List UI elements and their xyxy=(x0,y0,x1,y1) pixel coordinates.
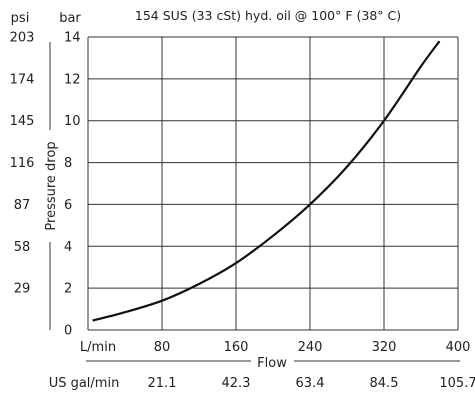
bar-tick-label: 12 xyxy=(64,72,81,87)
psi-tick-label: 203 xyxy=(10,31,35,46)
psi-tick-label: 29 xyxy=(14,282,31,297)
x-tick-label: 80 xyxy=(154,340,171,355)
gpm-tick-label: 21.1 xyxy=(148,376,177,391)
bar-tick-label: 14 xyxy=(64,31,81,46)
gpm-tick-label: 63.4 xyxy=(296,376,325,391)
x-tick-label: 160 xyxy=(224,340,249,355)
psi-tick-label: 58 xyxy=(14,240,31,255)
chart-title: 154 SUS (33 cSt) hyd. oil @ 100° F (38° … xyxy=(135,8,401,23)
x-tick-label: 240 xyxy=(298,340,323,355)
bar-tick-label: 6 xyxy=(64,198,72,213)
psi-tick-label: 145 xyxy=(10,114,35,129)
psi-tick-label: 87 xyxy=(14,198,31,213)
bar-tick-label: 4 xyxy=(64,240,72,255)
gpm-tick-label: 42.3 xyxy=(222,376,251,391)
bar-tick-label: 8 xyxy=(64,156,72,171)
psi-tick-label: 174 xyxy=(10,72,35,87)
gpm-tick-label: 84.5 xyxy=(370,376,399,391)
bar-tick-label: 2 xyxy=(64,282,72,297)
x-tick-label: 400 xyxy=(446,340,471,355)
gpm-tick-label: 105.7 xyxy=(439,376,475,391)
bar-tick-label: 0 xyxy=(64,324,72,339)
tick-labels: 0 2 4 6 8 10 12 14 29 58 87 116 145 174 203 80 160 240 320… xyxy=(10,31,475,392)
psi-tick-label: 116 xyxy=(10,156,35,171)
bar-tick-label: 10 xyxy=(64,114,81,129)
us-gal-label: US gal/min xyxy=(49,376,120,391)
y-axis-title: Pressure drop xyxy=(44,141,59,230)
grid xyxy=(87,36,459,331)
psi-unit-label: psi xyxy=(11,11,30,26)
pressure-drop-curve xyxy=(92,40,441,322)
x-tick-label: 320 xyxy=(372,340,397,355)
x-axis-title: Flow xyxy=(257,356,287,371)
bar-unit-label: bar xyxy=(59,11,81,26)
x-unit-label: L/min xyxy=(80,340,116,355)
